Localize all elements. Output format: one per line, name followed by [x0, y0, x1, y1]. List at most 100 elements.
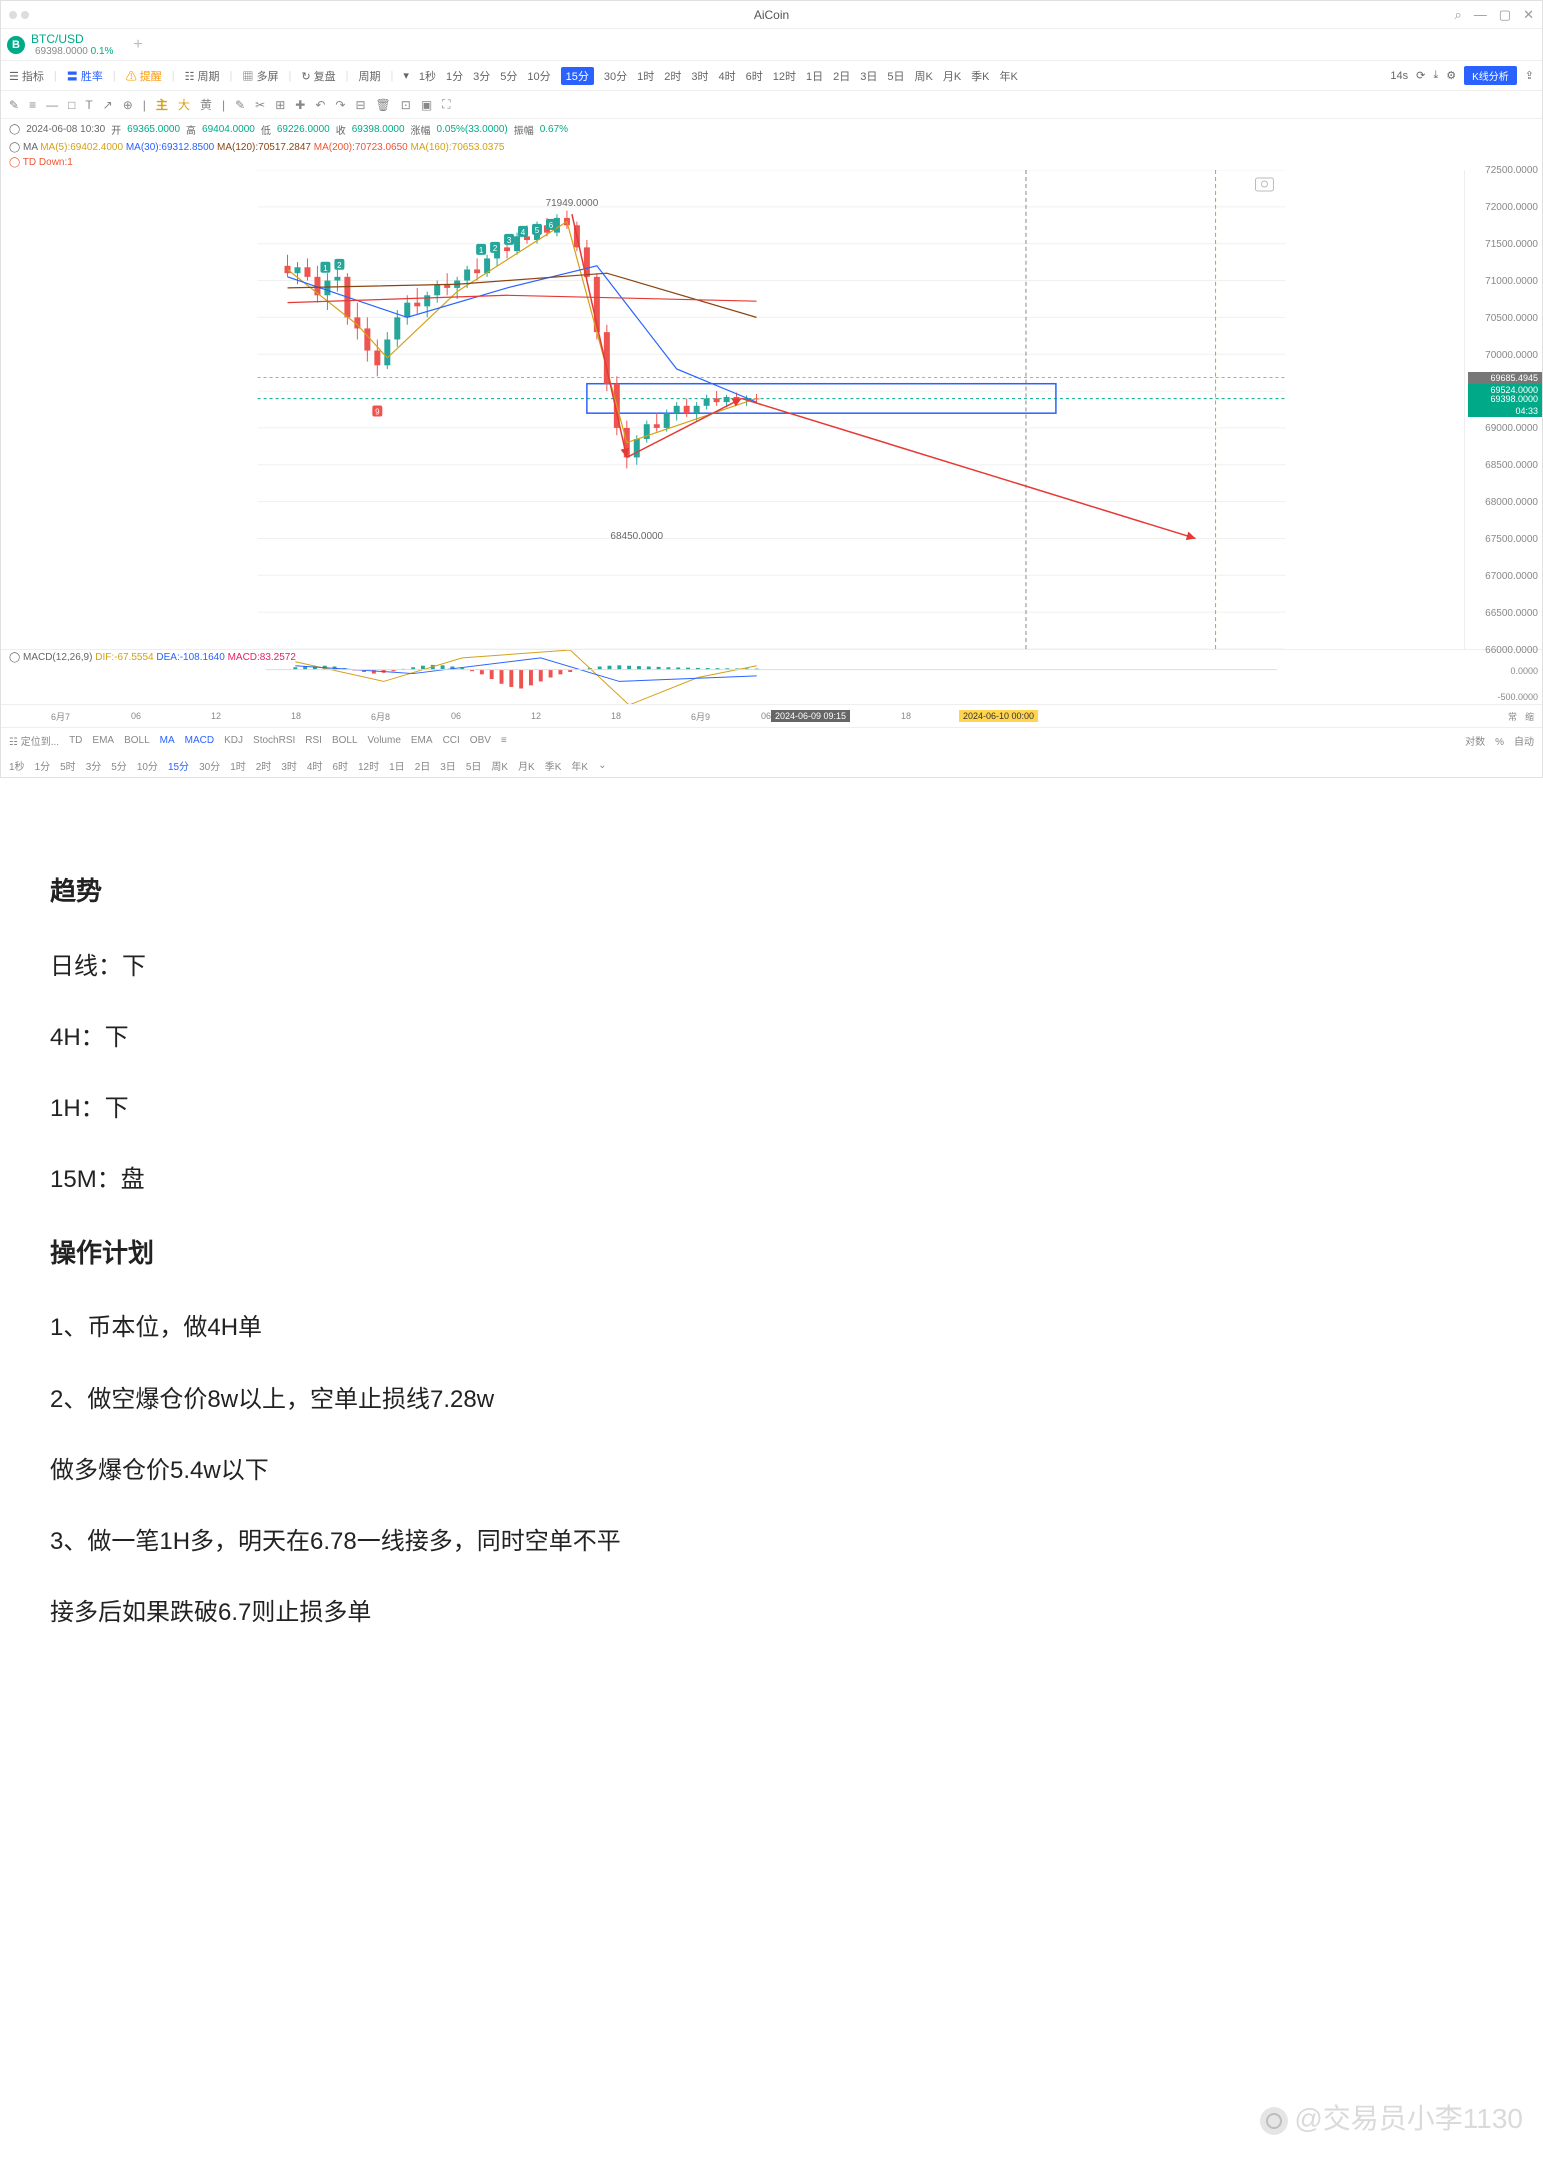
- toolbar-item[interactable]: ☰ 指标: [9, 68, 44, 84]
- draw-tool[interactable]: ✚: [295, 98, 305, 112]
- bottom-tf-2日[interactable]: 2日: [415, 758, 431, 773]
- indicator-TD[interactable]: TD: [69, 735, 82, 746]
- indicator-MA[interactable]: MA: [160, 735, 175, 746]
- bottom-tf-3日[interactable]: 3日: [440, 758, 456, 773]
- timeframe-1秒[interactable]: 1秒: [419, 68, 436, 84]
- indicator-CCI[interactable]: CCI: [443, 735, 460, 746]
- chart-canvas[interactable]: 12912345671949.000068450.0000: [1, 170, 1542, 649]
- bottom-tf-4时[interactable]: 4时: [307, 758, 323, 773]
- toolbar-item[interactable]: ⚠ 提醒: [126, 68, 162, 84]
- bottom-tf-年K[interactable]: 年K: [571, 758, 588, 773]
- x-control[interactable]: 缩: [1525, 712, 1534, 722]
- timeframe-1时[interactable]: 1时: [637, 68, 654, 84]
- draw-tool[interactable]: □: [68, 98, 75, 112]
- draw-tool[interactable]: ⊟: [355, 98, 365, 112]
- draw-tool[interactable]: ⊞: [275, 98, 285, 112]
- toolbar-icon[interactable]: ⤓: [1433, 69, 1438, 82]
- timeframe-15分[interactable]: 15分: [561, 67, 594, 85]
- scale-option[interactable]: 对数: [1465, 737, 1485, 748]
- indicator-RSI[interactable]: RSI: [305, 735, 322, 746]
- symbol-name[interactable]: BTC/USD: [31, 32, 113, 46]
- timeframe-5日[interactable]: 5日: [887, 68, 904, 84]
- indicator-MACD[interactable]: MACD: [185, 735, 214, 746]
- timeframe-3时[interactable]: 3时: [691, 68, 708, 84]
- bottom-tf-1时[interactable]: 1时: [230, 758, 246, 773]
- timeframe-3日[interactable]: 3日: [860, 68, 877, 84]
- indicator-BOLL[interactable]: BOLL: [332, 735, 358, 746]
- bottom-tf-1分[interactable]: 1分: [35, 758, 51, 773]
- timeframe-1分[interactable]: 1分: [446, 68, 463, 84]
- toolbar-item[interactable]: 周期: [358, 68, 380, 84]
- share-icon[interactable]: ⇪: [1525, 69, 1534, 82]
- bottom-tf-6时[interactable]: 6时: [332, 758, 348, 773]
- timeframe-10分[interactable]: 10分: [527, 68, 550, 84]
- bottom-tf-月K[interactable]: 月K: [518, 758, 535, 773]
- scale-option[interactable]: 自动: [1514, 737, 1534, 748]
- bottom-tf-12时[interactable]: 12时: [358, 758, 379, 773]
- timeframe-4时[interactable]: 4时: [718, 68, 735, 84]
- draw-tool[interactable]: ⛶: [442, 97, 450, 112]
- toolbar-icon[interactable]: ⟳: [1416, 69, 1425, 82]
- draw-tool[interactable]: ↶: [315, 98, 325, 112]
- toolbar-icon[interactable]: ⚙: [1446, 69, 1456, 82]
- timeframe-月K[interactable]: 月K: [943, 68, 961, 84]
- bottom-tf-10分[interactable]: 10分: [137, 758, 158, 773]
- search-icon[interactable]: ⌕: [1455, 7, 1462, 23]
- kline-analysis-button[interactable]: K线分析: [1464, 66, 1517, 85]
- add-tab-button[interactable]: +: [133, 36, 142, 54]
- draw-tool[interactable]: ✎: [9, 98, 19, 112]
- draw-da[interactable]: 大: [178, 96, 190, 113]
- draw-tool[interactable]: 🗑: [376, 98, 391, 112]
- indicator-Volume[interactable]: Volume: [368, 735, 401, 746]
- draw-tool[interactable]: ↷: [335, 98, 345, 112]
- bottom-tf-5分[interactable]: 5分: [111, 758, 127, 773]
- minimize-icon[interactable]: —: [1474, 7, 1487, 23]
- indicator-BOLL[interactable]: BOLL: [124, 735, 150, 746]
- maximize-icon[interactable]: ▢: [1499, 7, 1511, 23]
- timeframe-季K[interactable]: 季K: [971, 68, 989, 84]
- toolbar-item[interactable]: 〓 胜率: [67, 68, 103, 84]
- indicator-EMA[interactable]: EMA: [92, 735, 114, 746]
- close-icon[interactable]: ✕: [1523, 7, 1534, 23]
- timeframe-3分[interactable]: 3分: [473, 68, 490, 84]
- bottom-tf-5日[interactable]: 5日: [466, 758, 482, 773]
- draw-tool[interactable]: —: [46, 98, 58, 112]
- draw-tool[interactable]: ✎: [235, 98, 245, 112]
- draw-tool[interactable]: ↗: [103, 98, 113, 112]
- main-chart[interactable]: 12912345671949.000068450.0000 72500.0000…: [1, 170, 1542, 650]
- bottom-tf-5时[interactable]: 5时: [60, 758, 76, 773]
- toolbar-item[interactable]: ☷ 周期: [185, 68, 220, 84]
- timeframe-1日[interactable]: 1日: [806, 68, 823, 84]
- toolbar-item[interactable]: ↻ 复盘: [301, 68, 335, 84]
- bottom-tf-15分[interactable]: 15分: [168, 758, 189, 773]
- chevron-down-icon[interactable]: ⌄: [598, 760, 606, 771]
- draw-tool[interactable]: T: [85, 98, 92, 112]
- bottom-tf-1秒[interactable]: 1秒: [9, 758, 25, 773]
- timeframe-30分[interactable]: 30分: [604, 68, 627, 84]
- draw-huang[interactable]: 黄: [200, 96, 212, 113]
- bottom-tf-季K[interactable]: 季K: [545, 758, 562, 773]
- scale-option[interactable]: %: [1495, 737, 1504, 748]
- draw-tool[interactable]: ≡: [29, 98, 36, 112]
- draw-zhu[interactable]: 主: [156, 96, 168, 113]
- timeframe-2时[interactable]: 2时: [664, 68, 681, 84]
- macd-panel[interactable]: ◯ MACD(12,26,9) DIF:-67.5554 DEA:-108.16…: [1, 650, 1542, 705]
- bottom-tf-3分[interactable]: 3分: [86, 758, 102, 773]
- bottom-tf-1日[interactable]: 1日: [389, 758, 405, 773]
- bottom-tf-周K[interactable]: 周K: [491, 758, 508, 773]
- timeframe-5分[interactable]: 5分: [500, 68, 517, 84]
- indicator-StochRSI[interactable]: StochRSI: [253, 735, 295, 746]
- timeframe-年K[interactable]: 年K: [1000, 68, 1018, 84]
- timeframe-6时[interactable]: 6时: [746, 68, 763, 84]
- timeframe-周K[interactable]: 周K: [914, 68, 932, 84]
- draw-tool[interactable]: ✂: [255, 98, 265, 112]
- x-control[interactable]: 常: [1508, 712, 1517, 722]
- indicator-KDJ[interactable]: KDJ: [224, 735, 243, 746]
- draw-tool[interactable]: ▣: [421, 98, 432, 112]
- draw-tool[interactable]: ⊡: [401, 98, 411, 112]
- expand-icon[interactable]: ≡: [501, 735, 507, 746]
- locate-button[interactable]: ☷ 定位到...: [9, 733, 59, 748]
- bottom-tf-2时[interactable]: 2时: [256, 758, 272, 773]
- toolbar-item[interactable]: ▦ 多屏: [242, 68, 278, 84]
- bottom-tf-30分[interactable]: 30分: [199, 758, 220, 773]
